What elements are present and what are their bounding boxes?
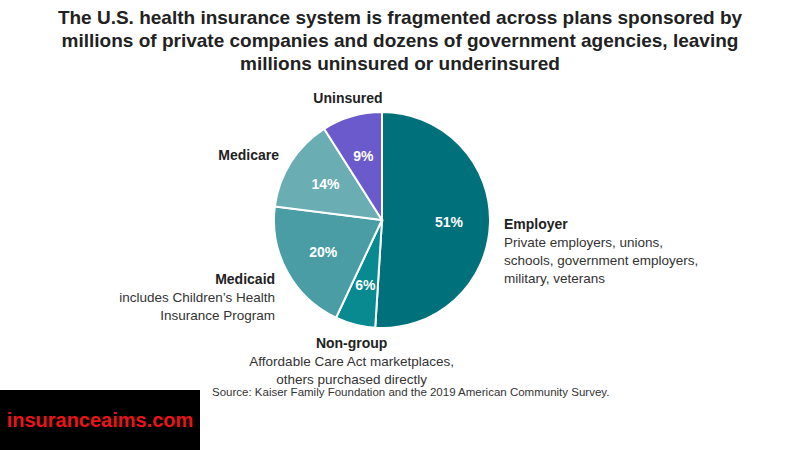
svg-text:Private employers, unions,: Private employers, unions, xyxy=(504,235,663,250)
svg-text:20%: 20% xyxy=(309,244,338,260)
svg-text:Insurance Program: Insurance Program xyxy=(160,308,275,323)
html-text:The U.S. health insurance syst: The U.S. health insurance system is frag… xyxy=(57,7,743,74)
svg-text:includes Children’s Health: includes Children’s Health xyxy=(119,290,275,305)
svg-text:14%: 14% xyxy=(311,176,340,192)
svg-text:Non-group: Non-group xyxy=(316,335,388,351)
svg-text:Uninsured: Uninsured xyxy=(313,90,382,106)
svg-text:others purchased directly: others purchased directly xyxy=(276,372,427,387)
svg-text:schools, government employers,: schools, government employers, xyxy=(504,253,698,268)
svg-text:51%: 51% xyxy=(435,214,464,230)
html-text:Source: Kaiser Family Foundati: Source: Kaiser Family Foundation and the… xyxy=(212,386,610,398)
html-text:insuranceaims.com: insuranceaims.com xyxy=(6,408,194,431)
svg-text:Medicaid: Medicaid xyxy=(215,271,275,287)
svg-text:Affordable Care Act marketplac: Affordable Care Act marketplaces, xyxy=(249,354,454,369)
svg-text:Employer: Employer xyxy=(504,216,568,232)
svg-text:6%: 6% xyxy=(355,277,376,293)
svg-text:9%: 9% xyxy=(353,148,374,164)
svg-text:military, veterans: military, veterans xyxy=(504,271,605,286)
svg-text:Medicare: Medicare xyxy=(218,147,279,163)
